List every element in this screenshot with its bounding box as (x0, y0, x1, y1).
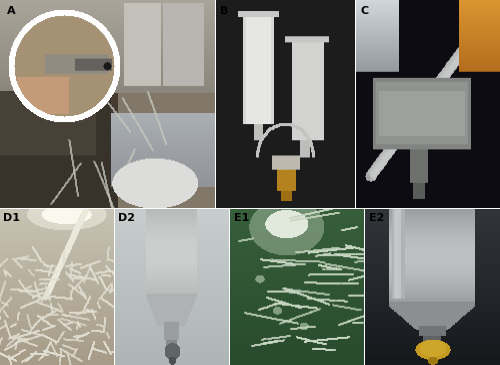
Text: B: B (220, 6, 228, 16)
Text: E2: E2 (369, 214, 384, 223)
Text: D2: D2 (118, 214, 136, 223)
Text: A: A (6, 6, 15, 16)
Text: C: C (360, 6, 368, 16)
Text: D1: D1 (4, 214, 20, 223)
Text: E1: E1 (234, 214, 250, 223)
